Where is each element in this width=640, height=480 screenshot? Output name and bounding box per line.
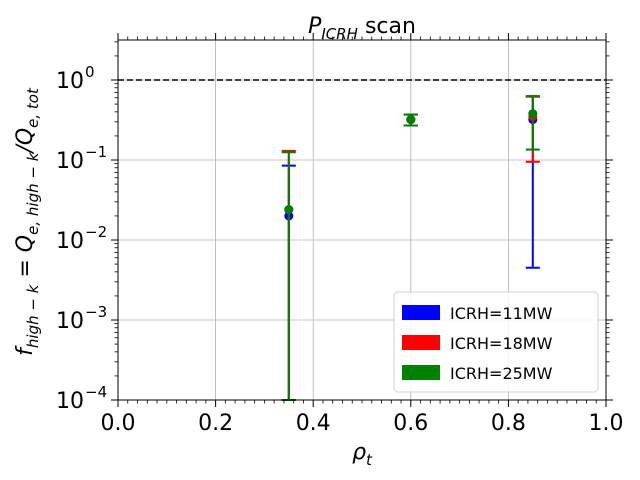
legend-swatch [402,305,440,320]
x-axis-label: ρt [352,440,373,469]
y-axis-label-part: = Q [13,235,38,285]
legend-swatch [402,365,440,380]
legend-swatch [402,335,440,350]
y-tick-label-exponent: −4 [85,383,107,401]
series-icrh-25mw [281,95,540,401]
y-tick-label: 10 [56,389,84,414]
legend-label: ICRH=11MW [450,304,553,323]
x-axis-label-main: ρ [352,440,366,465]
y-axis-label-part: /Q [13,128,38,155]
y-tick-label: 10 [56,69,84,94]
data-point [406,115,416,125]
chart-title: PICRH scan [308,14,416,43]
x-tick-label: 0.2 [198,411,233,436]
chart-title-sub: ICRH [321,25,358,43]
y-axis-label-subscript: e, high − k [24,151,42,235]
x-axis-label-sub: t [366,451,373,469]
y-axis-label-subscript: e, tot [24,87,42,128]
legend: ICRH=11MW ICRH=18MW ICRH=25MW [393,291,599,393]
y-axis-label-subscript: high − k [24,283,42,348]
y-tick-label-exponent: −3 [85,303,107,321]
chart-title-rest: scan [358,14,416,39]
y-axis-label: fhigh − k = Qe, high − k/Qe, tot [13,87,42,356]
y-axis-label-part: f [13,345,38,356]
y-tick-label-exponent: −2 [85,223,107,241]
y-tick-label-exponent: 0 [85,63,95,81]
data-point [284,205,294,215]
y-tick-label: 10 [56,149,84,174]
x-tick-label: 0.0 [101,411,136,436]
legend-label: ICRH=25MW [450,364,553,383]
data-point [528,109,538,119]
chart-title-main: P [308,14,322,39]
legend-label: ICRH=18MW [450,334,553,353]
x-tick-label: 0.6 [393,411,428,436]
legend-box [393,291,599,393]
x-tick-label: 0.8 [491,411,526,436]
y-tick-label: 10 [56,309,84,334]
y-tick-label-exponent: −1 [85,143,107,161]
y-tick-label: 10 [56,229,84,254]
x-tick-label: 0.4 [296,411,331,436]
x-tick-label: 1.0 [589,411,624,436]
data-layer [281,95,540,401]
